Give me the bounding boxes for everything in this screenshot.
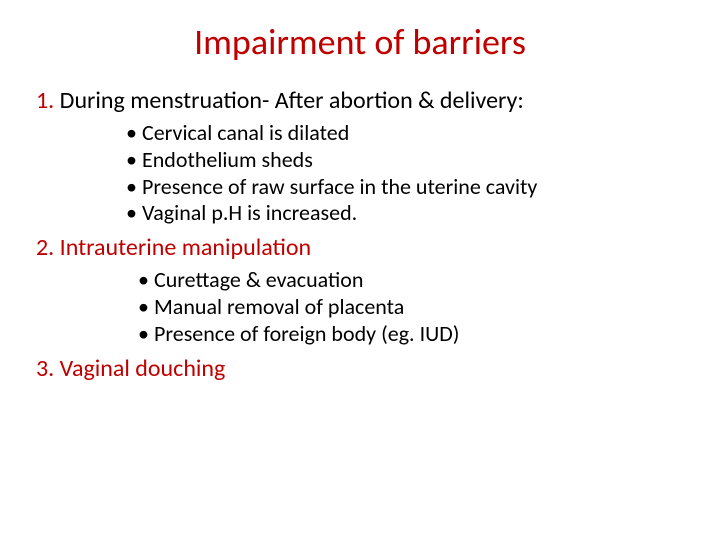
list-item: Cervical canal is dilated [36, 120, 684, 147]
slide-title: Impairment of barriers [36, 20, 684, 64]
list-item: Presence of raw surface in the uterine c… [36, 174, 684, 201]
list-item: Presence of foreign body (eg. IUD) [36, 321, 684, 348]
list-item: Vaginal p.H is increased. [36, 200, 684, 227]
item-label-2: Intrauterine manipulation [60, 233, 311, 262]
list-item: Curettage & evacuation [36, 267, 684, 294]
numbered-item-1: 1. During menstruation- After abortion &… [36, 86, 684, 116]
item-number-1: 1. [36, 86, 54, 115]
slide: Impairment of barriers 1. During menstru… [0, 0, 720, 540]
item-number-2: 2. [36, 233, 54, 262]
list-item: Endothelium sheds [36, 147, 684, 174]
numbered-item-2: 2. Intrauterine manipulation [36, 233, 684, 263]
numbered-item-3: 3. Vaginal douching [36, 354, 684, 384]
bullet-list-2: Curettage & evacuation Manual removal of… [36, 267, 684, 347]
item-label-1: During menstruation- After abortion & de… [60, 86, 524, 115]
list-item: Manual removal of placenta [36, 294, 684, 321]
bullet-list-1: Cervical canal is dilated Endothelium sh… [36, 120, 684, 227]
item-label-3: Vaginal douching [60, 354, 226, 383]
item-number-3: 3. [36, 354, 54, 383]
